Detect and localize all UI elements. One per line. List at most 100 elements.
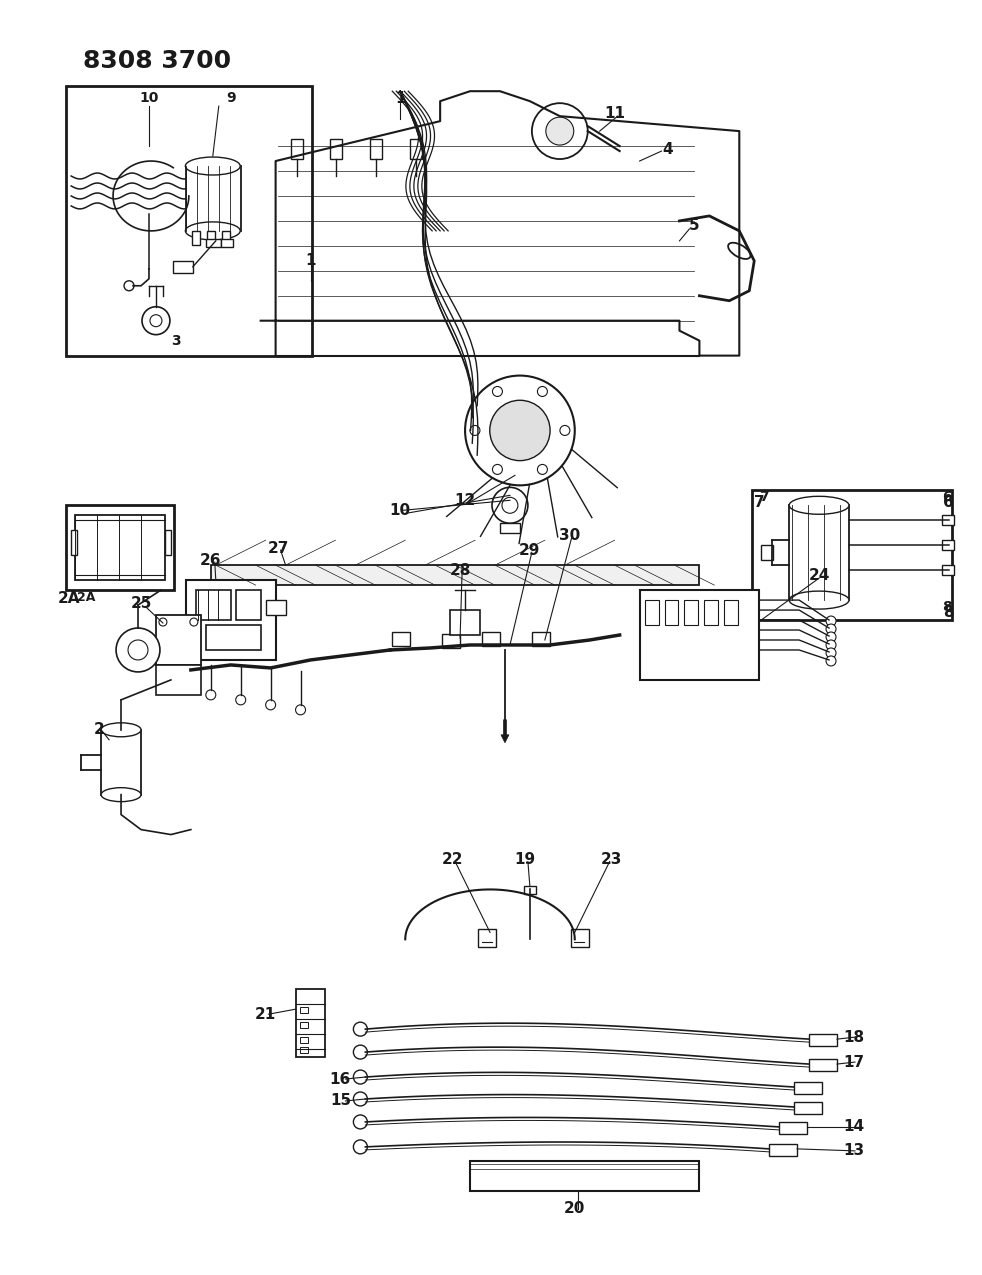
Text: 16: 16: [330, 1071, 351, 1086]
Circle shape: [190, 618, 197, 626]
Text: 2A: 2A: [58, 590, 81, 606]
Text: 5: 5: [689, 218, 700, 233]
Circle shape: [826, 616, 836, 626]
Text: 3: 3: [171, 334, 181, 348]
Bar: [639, 590, 759, 680]
Bar: [794, 1102, 822, 1114]
Bar: [296, 989, 325, 1057]
Bar: [644, 601, 659, 625]
Text: 10: 10: [139, 92, 159, 105]
Circle shape: [142, 307, 170, 334]
Bar: [704, 601, 719, 625]
Text: 25: 25: [131, 595, 151, 611]
Bar: [942, 541, 954, 551]
Bar: [71, 530, 78, 555]
Circle shape: [128, 640, 148, 660]
Text: 2A: 2A: [78, 590, 95, 603]
Bar: [221, 238, 233, 247]
Circle shape: [826, 640, 836, 650]
Ellipse shape: [186, 157, 241, 175]
Bar: [410, 139, 422, 159]
Bar: [76, 515, 165, 580]
Text: 8: 8: [942, 601, 952, 615]
Text: 2: 2: [93, 723, 104, 737]
Bar: [195, 590, 231, 620]
Bar: [442, 634, 461, 648]
Circle shape: [354, 1140, 367, 1154]
Circle shape: [537, 386, 547, 397]
Bar: [300, 1037, 307, 1043]
Bar: [779, 1122, 807, 1133]
Text: 1: 1: [305, 254, 316, 268]
Text: 20: 20: [564, 1201, 585, 1216]
Bar: [191, 231, 199, 245]
Bar: [266, 601, 286, 615]
Circle shape: [296, 705, 305, 715]
Circle shape: [826, 632, 836, 643]
Bar: [173, 261, 192, 273]
Circle shape: [492, 487, 528, 523]
Text: 24: 24: [808, 567, 830, 583]
Bar: [524, 886, 536, 895]
Circle shape: [354, 1070, 367, 1084]
FancyArrow shape: [501, 720, 509, 743]
Circle shape: [490, 400, 550, 460]
Text: 26: 26: [200, 552, 222, 567]
Text: 15: 15: [330, 1094, 351, 1108]
Text: 11: 11: [604, 106, 626, 121]
Text: 6: 6: [944, 495, 955, 510]
Text: 10: 10: [390, 502, 410, 518]
Bar: [370, 139, 382, 159]
Text: 9: 9: [226, 92, 236, 105]
Bar: [571, 929, 589, 947]
Circle shape: [124, 280, 134, 291]
Bar: [186, 166, 241, 231]
Bar: [211, 565, 699, 585]
Bar: [206, 238, 221, 247]
Circle shape: [206, 690, 216, 700]
Circle shape: [150, 315, 162, 326]
Bar: [186, 580, 276, 660]
Ellipse shape: [790, 496, 849, 514]
Text: 12: 12: [455, 493, 475, 507]
Bar: [300, 1047, 307, 1053]
Ellipse shape: [790, 592, 849, 609]
Text: 18: 18: [844, 1030, 864, 1044]
Bar: [156, 666, 201, 695]
Bar: [809, 1060, 837, 1071]
Bar: [392, 632, 410, 646]
Text: 22: 22: [441, 852, 463, 867]
Circle shape: [159, 618, 167, 626]
Bar: [236, 590, 260, 620]
Bar: [752, 491, 952, 620]
Bar: [300, 1023, 307, 1028]
Bar: [482, 632, 500, 646]
Text: 17: 17: [844, 1054, 864, 1070]
Bar: [794, 1082, 822, 1094]
Text: 7: 7: [754, 495, 765, 510]
Text: 28: 28: [450, 562, 470, 578]
Circle shape: [560, 426, 570, 436]
Bar: [156, 615, 201, 666]
Bar: [300, 1007, 307, 1014]
Circle shape: [502, 497, 518, 514]
Bar: [222, 231, 230, 245]
Circle shape: [537, 464, 547, 474]
Circle shape: [354, 1046, 367, 1060]
Ellipse shape: [728, 242, 750, 259]
Bar: [165, 530, 171, 555]
Bar: [725, 601, 738, 625]
Text: 6: 6: [942, 491, 952, 505]
Circle shape: [236, 695, 246, 705]
Text: 13: 13: [844, 1144, 864, 1159]
Bar: [532, 632, 550, 646]
Bar: [665, 601, 679, 625]
Text: 7: 7: [759, 491, 769, 505]
Text: 4: 4: [662, 142, 673, 157]
Circle shape: [492, 464, 503, 474]
Bar: [450, 609, 480, 635]
Text: 19: 19: [515, 852, 535, 867]
Text: 8: 8: [944, 604, 955, 620]
Circle shape: [546, 117, 573, 145]
Bar: [684, 601, 698, 625]
